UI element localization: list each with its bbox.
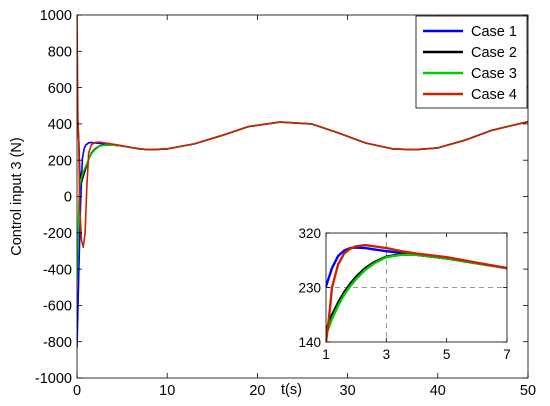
- main-y-tick-label: -400: [43, 262, 72, 278]
- main-y-tick-label: 400: [48, 117, 72, 133]
- inset-series-line-4: [326, 243, 507, 342]
- main-y-tick-label: 0: [64, 190, 72, 206]
- legend-label-1: Case 1: [471, 24, 517, 40]
- inset-x-tick-label: 7: [503, 347, 511, 362]
- main-y-tick-label: 600: [48, 81, 72, 97]
- main-x-tick-label: 30: [340, 383, 356, 399]
- inset-x-tick-label: 1: [322, 347, 330, 362]
- main-y-tick-label: -200: [43, 226, 72, 242]
- legend: Case 1 Case 2 Case 3 Case 4: [415, 15, 528, 109]
- main-x-tick-label: 20: [249, 383, 265, 399]
- inset-y-tick-label: 230: [298, 280, 321, 295]
- inset-y-tick-label: 320: [298, 226, 321, 241]
- inset-x-tick-label: 5: [443, 347, 451, 362]
- main-x-tick-label: 40: [430, 383, 446, 399]
- legend-label-2: Case 2: [471, 45, 517, 61]
- main-x-tick-label: 50: [520, 383, 536, 399]
- main-y-tick-label: -1000: [35, 371, 72, 387]
- time-axis-annotation: t(s): [281, 382, 302, 398]
- main-y-tick-label: -800: [43, 335, 72, 351]
- main-y-tick-label: 1000: [40, 8, 72, 24]
- y-axis-label: Control input 3 (N): [9, 137, 25, 255]
- inset-chart: 1 3 5 7 140 230 320: [298, 226, 510, 362]
- main-y-tick-label: -600: [43, 299, 72, 315]
- main-x-tick-label: 10: [159, 383, 175, 399]
- inset-y-tick-label: 140: [298, 335, 321, 350]
- legend-label-4: Case 4: [471, 87, 517, 103]
- main-x-tick-label: 0: [73, 383, 81, 399]
- main-y-tick-label: 800: [48, 45, 72, 61]
- main-series-group: [77, 15, 528, 348]
- inset-series-group: [326, 243, 507, 342]
- main-y-tick-label: 200: [48, 153, 72, 169]
- main-series-line-4: [77, 15, 528, 249]
- inset-x-tick-label: 3: [383, 347, 391, 362]
- legend-label-3: Case 3: [471, 66, 517, 82]
